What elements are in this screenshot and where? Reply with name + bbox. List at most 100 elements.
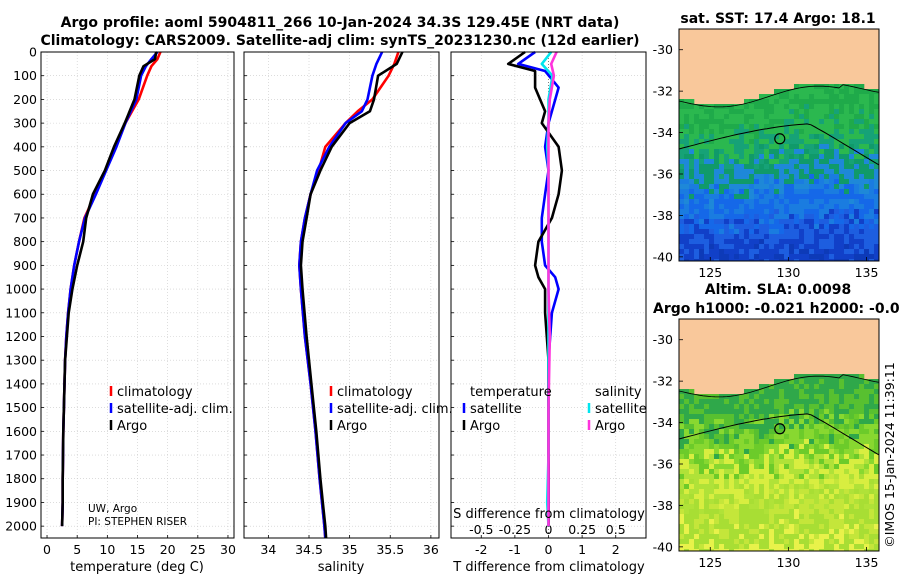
map-cell: [864, 99, 870, 105]
map-cell: [859, 164, 865, 170]
salinity-legend: climatology satellite-adj. clim. Argo: [329, 385, 453, 434]
map-cell: [824, 204, 830, 210]
map-cell: [794, 114, 800, 120]
map-cell: [754, 454, 760, 460]
map-cell: [874, 219, 879, 225]
map-cell: [754, 394, 760, 400]
map-cell: [854, 409, 860, 415]
map-cell: [874, 254, 879, 260]
map-cell: [829, 484, 835, 490]
map-cell: [704, 119, 710, 125]
map-cell: [864, 124, 870, 130]
map-cell: [814, 434, 820, 440]
map-cell: [794, 429, 800, 435]
map-cell: [759, 389, 765, 395]
map-cell: [874, 244, 879, 250]
map-cell: [799, 214, 805, 220]
map-cell: [699, 534, 705, 540]
map-cell: [834, 119, 840, 125]
map-cell: [729, 454, 735, 460]
map-cell: [844, 379, 850, 385]
map-cell: [699, 454, 705, 460]
map-cell: [779, 479, 785, 485]
map-cell: [849, 429, 855, 435]
map-cell: [709, 539, 715, 545]
map-cell: [764, 479, 770, 485]
map-cell: [724, 234, 730, 240]
map-cell: [849, 464, 855, 470]
map-cell: [769, 509, 775, 515]
map-cell: [799, 439, 805, 445]
map-cell: [869, 439, 875, 445]
map-cell: [769, 149, 775, 155]
map-cell: [839, 104, 845, 110]
map-cell: [869, 479, 875, 485]
map-cell: [684, 429, 690, 435]
map-cell: [729, 129, 735, 135]
map-cell: [729, 449, 735, 455]
map-cell: [789, 539, 795, 545]
map-cell: [854, 529, 860, 535]
map-cell: [869, 489, 875, 495]
map-cell: [729, 224, 735, 230]
map-cell: [809, 89, 815, 95]
map-cell: [809, 179, 815, 185]
map-cell: [864, 159, 870, 165]
map-cell: [784, 429, 790, 435]
map-cell: [744, 479, 750, 485]
map-cell: [844, 509, 850, 515]
map-cell: [814, 154, 820, 160]
map-cell: [844, 194, 850, 200]
map-cell: [849, 199, 855, 205]
map-cell: [869, 149, 875, 155]
map-cell: [779, 114, 785, 120]
map-cell: [799, 124, 805, 130]
map-cell: [814, 229, 820, 235]
map-cell: [739, 209, 745, 215]
map-cell: [779, 544, 785, 550]
legend-s-argo-label: Argo: [595, 419, 625, 434]
map-cell: [704, 244, 710, 250]
map-cell: [864, 199, 870, 205]
map-cell: [784, 144, 790, 150]
map-cell: [759, 224, 765, 230]
map-cell: [839, 149, 845, 155]
map-cell: [734, 419, 740, 425]
map-cell: [764, 474, 770, 480]
map-cell: [849, 254, 855, 260]
map-cell: [749, 534, 755, 540]
map-cell: [854, 384, 860, 390]
map-cell: [849, 169, 855, 175]
map-cell: [734, 519, 740, 525]
map-cell: [839, 394, 845, 400]
map-cell: [699, 119, 705, 125]
map-cell: [854, 444, 860, 450]
map-cell: [824, 399, 830, 405]
map-cell: [774, 379, 780, 385]
map-cell: [739, 159, 745, 165]
map-cell: [714, 474, 720, 480]
map-cell: [834, 419, 840, 425]
map-cell: [739, 219, 745, 225]
map-cell: [704, 409, 710, 415]
map-cell: [854, 544, 860, 550]
map-cell: [689, 409, 695, 415]
map-cell: [814, 139, 820, 145]
map-cell: [679, 189, 685, 195]
map-cell: [684, 464, 690, 470]
map-cell: [759, 489, 765, 495]
map-cell: [679, 114, 685, 120]
map-cell: [799, 509, 805, 515]
map-cell: [744, 394, 750, 400]
map-cell: [834, 539, 840, 545]
map-cell: [819, 454, 825, 460]
map-cell: [734, 534, 740, 540]
map-cell: [744, 134, 750, 140]
map-cell: [749, 184, 755, 190]
map-cell: [709, 154, 715, 160]
map-cell: [839, 129, 845, 135]
map-cell: [689, 399, 695, 405]
map-cell: [759, 104, 765, 110]
map-cell: [844, 479, 850, 485]
map-cell: [789, 384, 795, 390]
